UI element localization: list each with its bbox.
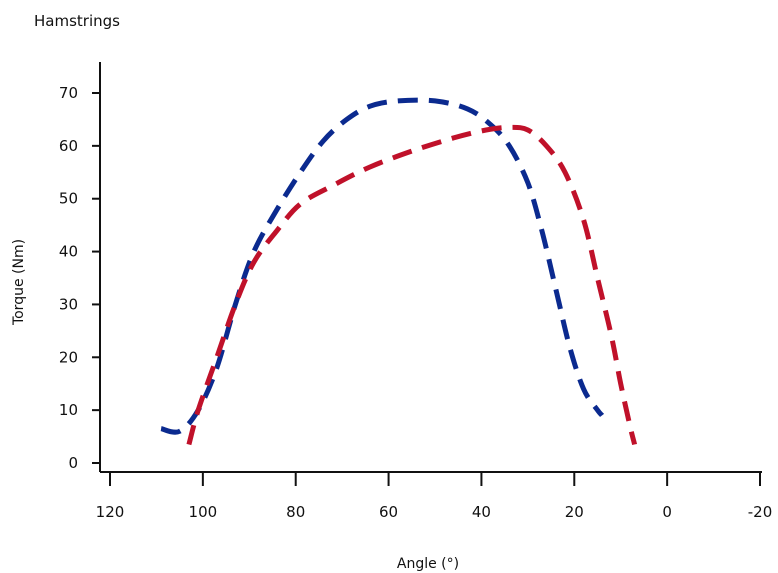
x-tick-label: 60 xyxy=(379,503,398,521)
y-tick-label: 20 xyxy=(59,348,78,366)
x-tick-label: 0 xyxy=(662,503,672,521)
x-tick-label: 20 xyxy=(565,503,584,521)
x-tick-label: 40 xyxy=(472,503,491,521)
series-line-2 xyxy=(186,124,638,446)
y-tick-label: 10 xyxy=(59,401,78,419)
series-group xyxy=(160,97,638,446)
chart-title: Hamstrings xyxy=(34,12,120,30)
series-line-1 xyxy=(160,97,605,435)
y-tick-label: 40 xyxy=(59,243,78,261)
x-tick-label: 80 xyxy=(286,503,305,521)
y-tick-label: 50 xyxy=(59,190,78,208)
x-tick-label: 120 xyxy=(96,503,125,521)
y-tick-label: 70 xyxy=(59,84,78,102)
y-tick-label: 30 xyxy=(59,295,78,313)
y-tick-label: 0 xyxy=(68,454,78,472)
y-tick-label: 60 xyxy=(59,137,78,155)
x-tick-label: 100 xyxy=(189,503,218,521)
axes: 0 10 20 30 40 50 60 70 120 100 80 60 40 20 0 -20 xyxy=(59,62,772,521)
x-axis-label: Angle (°) xyxy=(396,556,460,572)
x-tick-label: -20 xyxy=(748,503,773,521)
